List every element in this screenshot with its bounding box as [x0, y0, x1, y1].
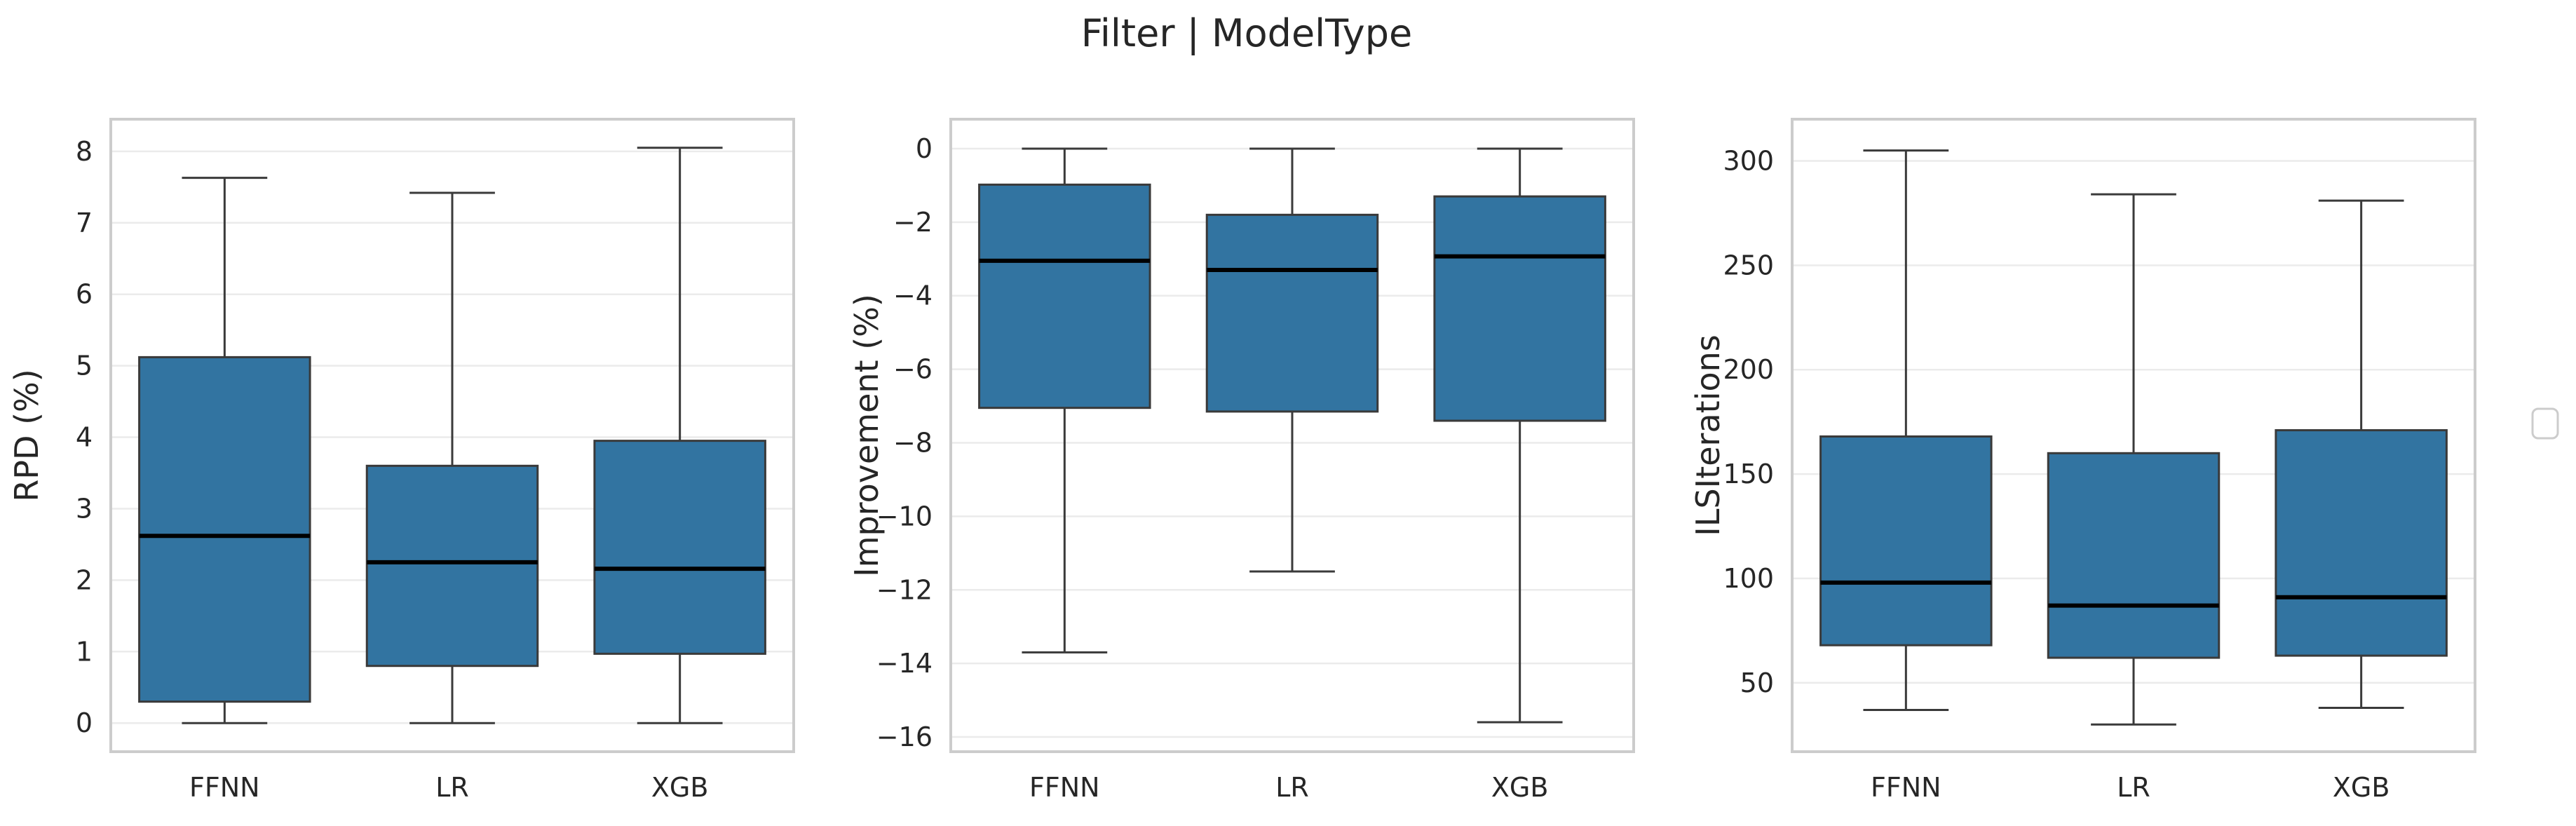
box-ils-iterations-xgb [2275, 199, 2448, 709]
x-tick-label-rpd: XGB [651, 772, 709, 803]
iqr-box [1205, 213, 1379, 413]
y-tick-label-rpd: 3 [76, 493, 93, 524]
y-tick-label-ils-iterations: 50 [1740, 668, 1774, 698]
box-rpd-ffnn [138, 177, 311, 724]
legend [2531, 407, 2559, 440]
iqr-box [1819, 435, 1993, 646]
subplot-ils-iterations: 50 100 150 200 250 300 FFNN LR XGB ILSIterations [1689, 118, 2476, 803]
subplot-rpd: 0 1 2 3 4 5 6 7 8 FFNN LR XGB RPD (%) [8, 118, 795, 803]
y-tick-label-improvement: −10 [876, 501, 933, 532]
y-tick-label-rpd: 6 [76, 279, 93, 310]
y-tick-label-improvement: −4 [893, 280, 933, 311]
iqr-box [2275, 429, 2448, 657]
y-tick-label-ils-iterations: 200 [1723, 354, 1774, 385]
y-tick-label-improvement: −2 [893, 207, 933, 238]
y-axis-title-improvement: Improvement (%) [848, 294, 886, 577]
x-tick-label-rpd: LR [435, 772, 469, 803]
x-tick-label-improvement: LR [1275, 772, 1309, 803]
subplot-improvement: 0 −2 −4 −6 −8 −10 −12 −14 −16 FFNN LR XGB Improvemen… [848, 118, 1635, 803]
y-tick-label-rpd: 8 [76, 136, 93, 167]
y-tick-label-improvement: −8 [893, 427, 933, 458]
box-improvement-xgb [1433, 147, 1606, 724]
box-improvement-ffnn [978, 147, 1151, 654]
x-tick-label-rpd: FFNN [189, 772, 260, 803]
y-tick-label-ils-iterations: 150 [1723, 459, 1774, 489]
box-ils-iterations-lr [2047, 193, 2221, 726]
y-tick-label-rpd: 2 [76, 564, 93, 595]
iqr-box [593, 440, 766, 655]
iqr-box [978, 183, 1151, 409]
iqr-box [138, 356, 311, 703]
y-tick-label-ils-iterations: 100 [1723, 563, 1774, 594]
y-tick-label-improvement: −16 [876, 722, 933, 752]
y-tick-label-ils-iterations: 250 [1723, 250, 1774, 280]
x-tick-label-ils-iterations: FFNN [1871, 772, 1941, 803]
x-tick-label-improvement: XGB [1491, 772, 1549, 803]
box-rpd-xgb [593, 147, 766, 724]
y-axis-title-rpd: RPD (%) [8, 369, 46, 501]
y-tick-label-rpd: 4 [76, 422, 93, 453]
x-tick-label-ils-iterations: XGB [2333, 772, 2390, 803]
box-rpd-lr [365, 191, 539, 724]
x-tick-label-improvement: FFNN [1029, 772, 1100, 803]
y-tick-label-improvement: −6 [893, 354, 933, 385]
iqr-box [2047, 452, 2221, 659]
y-tick-label-improvement: 0 [916, 133, 933, 164]
iqr-box [1433, 195, 1606, 422]
legend-frame [2531, 407, 2559, 440]
axes-frame-improvement [949, 118, 1635, 753]
y-axis-title-ils-iterations: ILSIterations [1689, 334, 1727, 536]
y-tick-label-rpd: 0 [76, 707, 93, 738]
axes-frame-ils-iterations [1791, 118, 2476, 753]
x-tick-label-ils-iterations: LR [2117, 772, 2150, 803]
box-improvement-lr [1205, 147, 1379, 573]
iqr-box [365, 464, 539, 668]
y-tick-label-rpd: 1 [76, 636, 93, 667]
y-tick-label-rpd: 7 [76, 208, 93, 238]
y-tick-label-ils-iterations: 300 [1723, 146, 1774, 177]
figure-suptitle: Filter | ModelType [1081, 11, 1412, 55]
y-tick-label-rpd: 5 [76, 351, 93, 381]
axes-frame-rpd [109, 118, 795, 753]
y-tick-label-improvement: −14 [876, 648, 933, 679]
y-tick-label-improvement: −12 [876, 574, 933, 605]
box-ils-iterations-ffnn [1819, 149, 1993, 711]
